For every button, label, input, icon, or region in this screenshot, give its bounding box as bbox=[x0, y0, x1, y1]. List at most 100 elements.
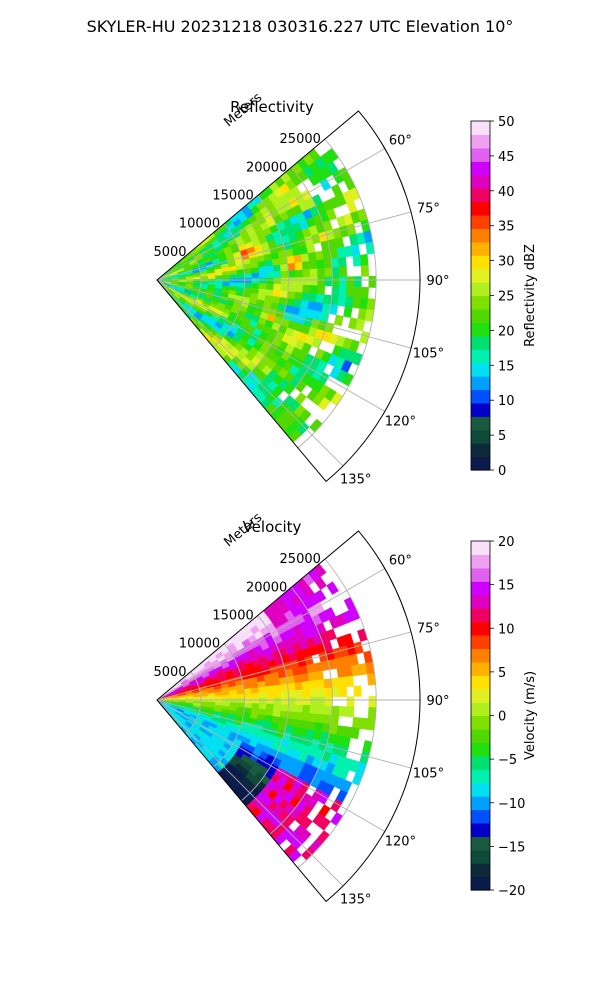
radar-cell bbox=[258, 703, 267, 710]
radar-cell bbox=[338, 676, 347, 688]
radar-cell bbox=[193, 276, 202, 280]
radar-cell bbox=[309, 688, 318, 698]
radar-cell bbox=[288, 277, 296, 286]
colorbar-swatch bbox=[471, 567, 490, 582]
colorbar-tick-label: 5 bbox=[498, 429, 506, 444]
radar-cell bbox=[229, 694, 238, 699]
colorbar-swatch bbox=[471, 702, 490, 717]
radar-cell bbox=[353, 286, 362, 299]
colorbar-tick-label: 30 bbox=[498, 255, 515, 270]
radar-cell bbox=[244, 698, 253, 704]
radar-cell bbox=[257, 680, 266, 688]
radar-cell bbox=[346, 286, 355, 298]
radar-cell bbox=[266, 277, 275, 285]
radar-cell bbox=[193, 696, 202, 700]
colorbar-swatch bbox=[471, 255, 490, 270]
radar-cell bbox=[279, 710, 289, 719]
radar-cell bbox=[251, 267, 260, 274]
azimuth-spoke bbox=[156, 279, 412, 349]
colorbar-swatch bbox=[471, 755, 490, 770]
colorbar-swatch bbox=[471, 402, 490, 417]
radar-cell bbox=[222, 694, 231, 700]
colorbar-swatch bbox=[471, 782, 490, 797]
colorbar-tick-label: 10 bbox=[498, 394, 515, 409]
radar-cell bbox=[301, 681, 311, 691]
colorbar-swatch bbox=[471, 376, 490, 391]
azimuth-spoke bbox=[156, 211, 412, 281]
panel-reflectivity: Reflectivity 5000 10000 15000 20000 25000 60°… bbox=[153, 90, 538, 488]
radar-cell bbox=[280, 690, 289, 699]
radar-cell bbox=[273, 277, 282, 285]
radar-cell bbox=[368, 695, 377, 708]
radar-cell bbox=[317, 688, 326, 698]
radar-cell bbox=[324, 687, 333, 698]
radar-cell bbox=[353, 685, 362, 697]
radar-cell bbox=[243, 268, 252, 275]
radar-cell bbox=[324, 705, 333, 716]
colorbar-swatch bbox=[471, 295, 490, 310]
radar-cell bbox=[295, 269, 304, 278]
azimuth-spoke bbox=[156, 279, 385, 412]
radar-cell bbox=[236, 273, 245, 279]
radar-cell bbox=[258, 686, 267, 694]
radar-cell bbox=[280, 263, 289, 272]
colorbar-tick-label: −5 bbox=[498, 753, 517, 768]
colorbar-swatch bbox=[471, 796, 490, 811]
radar-cell bbox=[273, 697, 282, 705]
velocity-title: Velocity bbox=[243, 518, 302, 536]
colorbar-swatch bbox=[471, 822, 490, 837]
azimuth-tick-label: 60° bbox=[389, 554, 412, 569]
range-ring bbox=[241, 615, 289, 802]
azimuth-spoke bbox=[156, 699, 385, 832]
colorbar-swatch bbox=[471, 742, 490, 757]
radar-cell bbox=[368, 275, 377, 288]
radar-cell bbox=[215, 698, 223, 703]
radar-cell bbox=[323, 678, 333, 689]
azimuth-tick-label: 90° bbox=[426, 694, 449, 709]
radar-cell bbox=[331, 267, 340, 278]
radar-cell bbox=[346, 696, 355, 708]
colorbar-swatch bbox=[471, 581, 490, 596]
sector-outline bbox=[156, 110, 421, 483]
radar-cell bbox=[244, 702, 253, 709]
colorbar-swatch bbox=[471, 335, 490, 350]
radar-cell bbox=[346, 276, 355, 288]
radar-cell bbox=[280, 697, 289, 705]
radar-cell bbox=[229, 269, 238, 276]
figure-suptitle: SKYLER-HU 20231218 030316.227 UTC Elevat… bbox=[87, 17, 514, 36]
radar-cell bbox=[251, 283, 260, 290]
radar-cell bbox=[272, 289, 281, 298]
colorbar-swatch bbox=[471, 688, 490, 703]
radar-cell bbox=[315, 293, 325, 304]
range-ring bbox=[297, 138, 377, 449]
radar-cell bbox=[222, 698, 231, 703]
azimuth-spoke bbox=[156, 279, 344, 467]
azimuth-spoke bbox=[156, 631, 412, 701]
colorbar-swatch bbox=[471, 648, 490, 663]
azimuth-spoke bbox=[156, 699, 412, 769]
colorbar-swatch bbox=[471, 554, 490, 569]
reflectivity-title: Reflectivity bbox=[230, 98, 314, 116]
colorbar-swatch bbox=[471, 541, 490, 556]
radar-cell bbox=[273, 283, 282, 292]
radar-cell bbox=[200, 276, 209, 280]
radar-cell bbox=[309, 705, 318, 715]
radar-cell bbox=[273, 703, 282, 712]
radar-cell bbox=[294, 261, 303, 271]
radar-cell bbox=[315, 713, 325, 724]
azimuth-tick-label: 60° bbox=[389, 134, 412, 149]
colorbar-swatch bbox=[471, 282, 490, 297]
radar-cell bbox=[264, 679, 274, 687]
radar-cell bbox=[310, 276, 318, 286]
radar-cell bbox=[367, 707, 377, 720]
colorbar-tick-label: 40 bbox=[498, 185, 515, 200]
radar-cell bbox=[207, 695, 216, 700]
reflectivity-sector: 5000 10000 15000 20000 25000 60° 75° 90° 105° 120… bbox=[153, 110, 450, 488]
colorbar-swatch bbox=[471, 416, 490, 431]
radar-cell bbox=[306, 243, 316, 254]
radar-cell bbox=[300, 673, 310, 683]
colorbar-swatch bbox=[471, 661, 490, 676]
radar-cell bbox=[307, 671, 317, 682]
colorbar-tick-label: −10 bbox=[498, 797, 525, 812]
colorbar-tick-label: 50 bbox=[498, 115, 515, 130]
